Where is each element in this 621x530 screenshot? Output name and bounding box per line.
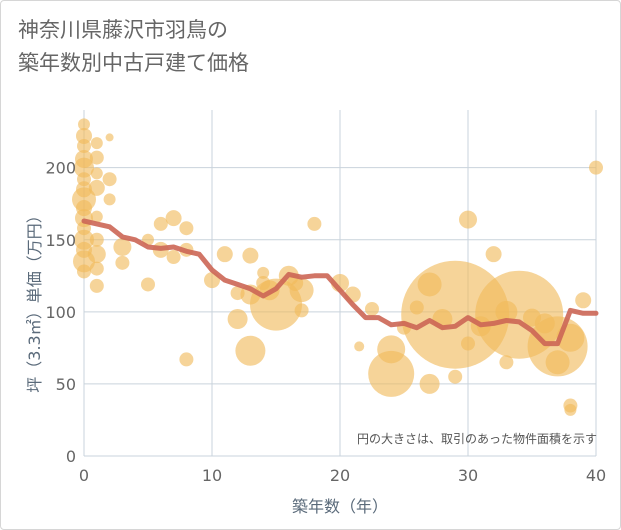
x-tick-label: 30: [458, 466, 478, 485]
bubble-point: [78, 118, 90, 131]
x-tick-label: 20: [330, 466, 350, 485]
bubble-point: [90, 210, 103, 223]
x-tick-label: 10: [202, 466, 222, 485]
bubble-point: [166, 250, 181, 265]
bubble-point: [365, 301, 379, 316]
bubble-point: [165, 210, 182, 227]
bubble-point: [102, 172, 117, 187]
bubble-point: [589, 160, 603, 175]
bubble-point: [575, 292, 592, 309]
bubble-point: [459, 210, 477, 229]
trend-line: [81, 218, 599, 347]
bubble-point: [88, 179, 105, 196]
bubble-point: [227, 309, 248, 330]
bubble-point: [90, 137, 103, 150]
bubble-point: [419, 373, 440, 394]
bubble-point: [564, 403, 577, 416]
bubble-point: [141, 277, 155, 292]
bubble-point: [103, 193, 116, 206]
bubble-point: [89, 278, 104, 293]
bubble-point: [401, 260, 510, 369]
bubble-point: [307, 216, 322, 231]
y-tick-label: 50: [56, 375, 76, 394]
x-tick-label: 40: [586, 466, 606, 485]
bubble-point: [368, 350, 415, 397]
axis-ticks: 0 10 20 30 40 0 50 100 150 200: [45, 159, 606, 485]
bubble-point: [179, 352, 194, 367]
bubble-point: [294, 303, 309, 318]
bubble-point: [113, 237, 132, 256]
bubble-point: [77, 264, 91, 279]
bubble-series: [72, 118, 603, 416]
y-tick-label: 100: [45, 303, 76, 322]
bubble-point: [105, 133, 114, 142]
bubble-point: [257, 266, 270, 279]
bubble-point: [499, 355, 514, 370]
bubble-point: [87, 245, 106, 264]
bubble-point: [485, 246, 502, 263]
bubble-point: [289, 278, 314, 303]
bubble-point: [90, 167, 103, 180]
bubble-point: [74, 157, 94, 178]
bubble-point: [89, 232, 104, 247]
y-tick-label: 150: [45, 231, 76, 250]
x-axis-label: 築年数（年）: [292, 497, 388, 516]
chart-title-line1: 神奈川県藤沢市羽鳥の: [18, 18, 228, 42]
bubble-point: [448, 369, 463, 384]
bubble-size-note: 円の大きさは、取引のあった物件面積を示す: [357, 431, 597, 446]
bubble-point: [250, 278, 302, 331]
bubble-point: [216, 246, 233, 263]
bubble-point: [354, 341, 365, 352]
x-tick-label: 0: [79, 466, 89, 485]
bubble-point: [235, 335, 266, 366]
bubble-point: [115, 255, 130, 270]
y-tick-label: 0: [66, 447, 76, 466]
chart-title: 神奈川県藤沢市羽鳥の 築年数別中古戸建て価格: [18, 14, 249, 80]
bubble-point: [242, 247, 259, 264]
bubble-point: [179, 221, 194, 236]
bubble-point: [153, 216, 168, 231]
bubble-point: [89, 150, 104, 165]
bubble-point: [461, 336, 475, 351]
y-tick-label: 200: [45, 159, 76, 178]
bubble-point: [89, 261, 104, 276]
bubble-point: [377, 335, 406, 364]
bubble-point: [545, 350, 570, 375]
bubble-point: [77, 139, 91, 154]
chart-title-line2: 築年数別中古戸建て価格: [18, 51, 249, 75]
y-axis-label: 坪（3.3㎡）単価（万円）: [25, 207, 44, 392]
bubble-point: [76, 127, 92, 144]
